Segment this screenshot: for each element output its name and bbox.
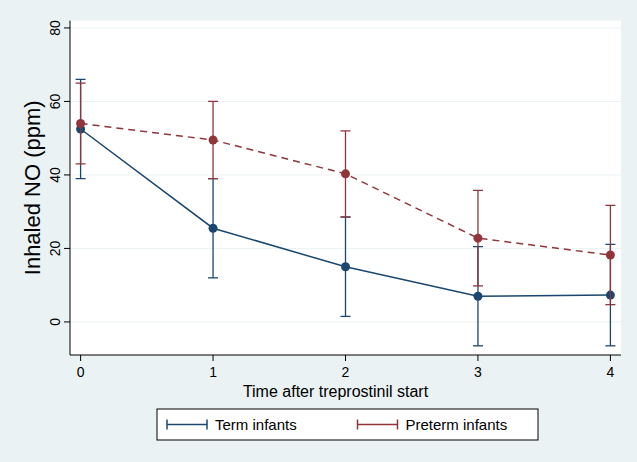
x-tick-label: 2 (342, 364, 350, 380)
y-tick-label: 0 (47, 318, 63, 326)
legend-key-cap (397, 420, 399, 430)
grid-line (70, 27, 621, 28)
background (0, 0, 637, 462)
point (473, 292, 482, 301)
x-axis-title: Time after treprostinil start (243, 383, 429, 400)
y-tick-label: 20 (47, 240, 63, 256)
error-cap (76, 163, 86, 164)
error-cap (76, 82, 86, 83)
y-tick-label: 40 (47, 167, 63, 183)
y-tick (64, 321, 70, 322)
plot-area (70, 21, 621, 355)
x-tick-label: 1 (209, 364, 217, 380)
error-cap (208, 178, 218, 179)
legend-label: Preterm infants (406, 416, 508, 433)
x-tick-label: 3 (474, 364, 482, 380)
series-line (81, 129, 611, 296)
chart: 0 20 40 60 80 0 1 2 3 4 Inhaled NO (ppm) Time after… (0, 0, 637, 462)
y-tick (64, 174, 70, 175)
x-tick-label: 4 (607, 364, 615, 380)
legend-key-cap (166, 420, 168, 430)
legend-key (358, 424, 398, 426)
error-cap (76, 79, 86, 80)
error-cap (208, 277, 218, 278)
error-bar (76, 83, 86, 164)
error-cap (341, 316, 351, 317)
error-bar (605, 205, 615, 304)
error-bar (341, 131, 351, 217)
error-cap (208, 178, 218, 179)
y-tick-label: 80 (47, 20, 63, 36)
error-cap (76, 178, 86, 179)
error-bar (473, 190, 483, 286)
point (473, 234, 482, 243)
x-tick-label: 0 (77, 364, 85, 380)
error-cap (605, 304, 615, 305)
x-tick (345, 355, 346, 361)
grid-line (70, 101, 621, 102)
point (209, 224, 218, 233)
error-cap (473, 190, 483, 191)
x-tick (80, 355, 81, 361)
error-cap (605, 345, 615, 346)
legend-label: Term infants (215, 416, 297, 433)
error-cap (473, 345, 483, 346)
error-bar (208, 101, 218, 178)
error-cap (605, 205, 615, 206)
error-cap (341, 130, 351, 131)
y-tick (64, 101, 70, 102)
grid-line (70, 321, 621, 322)
error-bar (208, 179, 218, 278)
y-tick (64, 248, 70, 249)
x-tick (477, 355, 478, 361)
series-line (81, 123, 611, 255)
error-bar (76, 79, 86, 178)
marks (76, 79, 616, 345)
error-cap (473, 285, 483, 286)
y-axis-title: Inhaled NO (ppm) (20, 100, 45, 275)
point (341, 262, 350, 271)
error-cap (208, 101, 218, 102)
x-axis (70, 355, 621, 356)
legend-key-cap (206, 420, 208, 430)
error-cap (341, 216, 351, 217)
point (76, 119, 85, 128)
point (341, 169, 350, 178)
legend-key (167, 424, 207, 426)
legend-key-cap (357, 420, 359, 430)
y-axis (70, 21, 71, 355)
x-tick (213, 355, 214, 361)
y-tick (64, 27, 70, 28)
point (209, 136, 218, 145)
error-cap (341, 217, 351, 218)
y-tick-label: 60 (47, 93, 63, 109)
x-tick (610, 355, 611, 361)
legend-box (157, 409, 538, 440)
point (606, 251, 615, 260)
legend: Term infants Preterm infants (157, 409, 538, 440)
error-bar (341, 217, 351, 316)
